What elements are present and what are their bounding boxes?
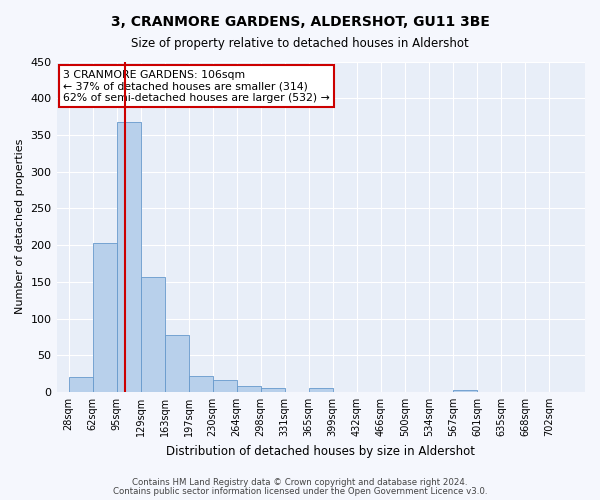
Text: Size of property relative to detached houses in Aldershot: Size of property relative to detached ho…: [131, 38, 469, 51]
Bar: [261, 388, 285, 392]
Bar: [68, 377, 92, 392]
Y-axis label: Number of detached properties: Number of detached properties: [15, 139, 25, 314]
Bar: [453, 390, 477, 392]
Bar: [92, 243, 116, 392]
Text: 3 CRANMORE GARDENS: 106sqm
← 37% of detached houses are smaller (314)
62% of sem: 3 CRANMORE GARDENS: 106sqm ← 37% of deta…: [63, 70, 329, 103]
X-axis label: Distribution of detached houses by size in Aldershot: Distribution of detached houses by size …: [166, 444, 475, 458]
Bar: [188, 376, 212, 392]
Bar: [309, 388, 333, 392]
Bar: [236, 386, 261, 392]
Bar: [116, 122, 140, 392]
Text: Contains public sector information licensed under the Open Government Licence v3: Contains public sector information licen…: [113, 486, 487, 496]
Bar: [164, 334, 188, 392]
Bar: [212, 380, 236, 392]
Bar: [140, 278, 164, 392]
Text: Contains HM Land Registry data © Crown copyright and database right 2024.: Contains HM Land Registry data © Crown c…: [132, 478, 468, 487]
Text: 3, CRANMORE GARDENS, ALDERSHOT, GU11 3BE: 3, CRANMORE GARDENS, ALDERSHOT, GU11 3BE: [110, 15, 490, 29]
